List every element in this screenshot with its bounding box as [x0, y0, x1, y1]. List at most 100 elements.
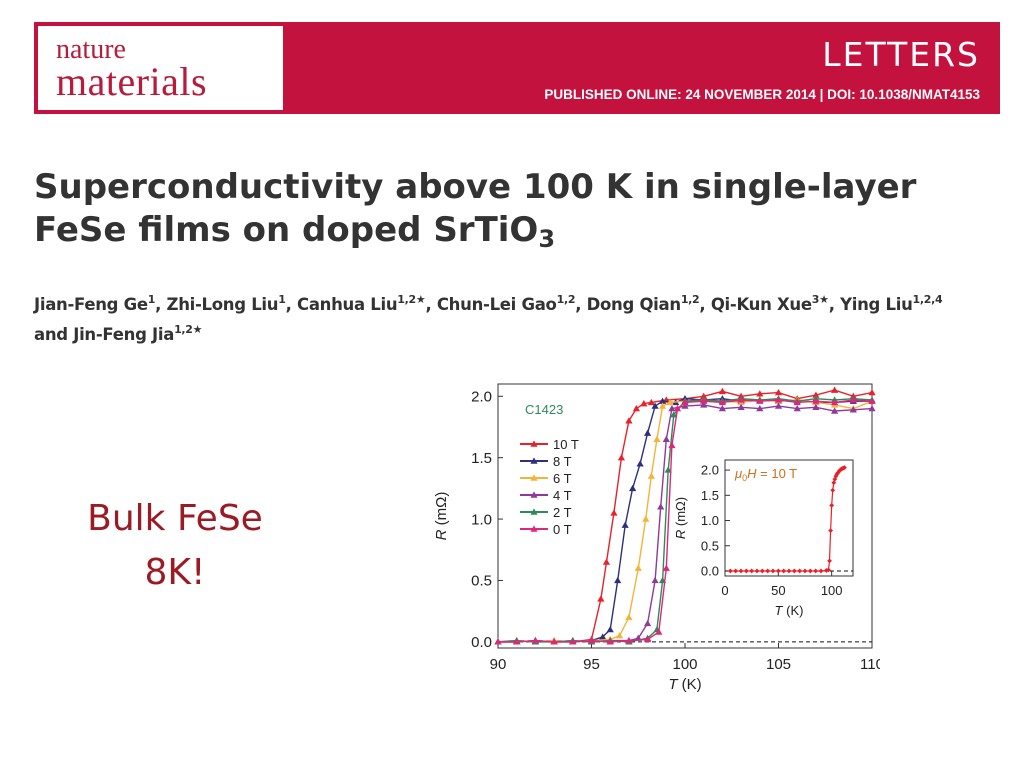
inset-data-point: [833, 473, 839, 479]
author-name: Dong Qian: [586, 295, 682, 314]
author-affiliation: 1: [278, 293, 286, 306]
main-data-point: [668, 441, 676, 449]
main-data-point: [849, 406, 857, 413]
main-data-point: [617, 454, 626, 461]
main-data-point: [614, 576, 622, 584]
inset-data-point: [727, 568, 733, 574]
legend-label: 6 T: [553, 471, 572, 486]
main-data-point: [531, 637, 539, 644]
inset-data-point: [738, 568, 744, 574]
inset-data-point: [807, 568, 813, 574]
main-data-point: [629, 484, 637, 492]
author-affiliation: 1: [147, 293, 156, 306]
main-y-axis-unit: (mΩ): [433, 492, 450, 530]
inset-x-axis-label: T (K): [775, 603, 804, 618]
inset-y-axis-label: R (mΩ): [673, 497, 688, 539]
main-series-line: [497, 397, 873, 643]
inset-data-point: [770, 568, 776, 574]
title-line-2-main: FeSe films on doped SrTiO: [34, 210, 539, 250]
main-data-point: [634, 564, 642, 571]
inset-data-point: [831, 480, 837, 486]
inset-data-point: [828, 528, 833, 534]
author-affiliation: 3★: [811, 293, 829, 306]
legend-label: 0 T: [553, 522, 572, 537]
inset-data-point: [818, 568, 824, 574]
bulk-fese-note: Bulk FeSe 8K!: [80, 492, 270, 600]
legend-marker: [530, 457, 538, 464]
logo-bottom-text: materials: [56, 59, 208, 104]
author-name: Canhua Liu: [297, 295, 398, 314]
main-data-point: [737, 396, 745, 403]
author-affiliation: 1,2★: [397, 293, 426, 306]
main-data-point: [658, 397, 667, 404]
main-y-axis-label: R (mΩ): [433, 492, 450, 541]
main-data-point: [651, 402, 659, 409]
main-data-point: [606, 638, 614, 645]
inset-data-point: [802, 568, 808, 574]
main-data-point: [700, 392, 708, 399]
main-y-tick-label: 1.0: [471, 511, 492, 528]
main-y-tick-label: 2.0: [471, 389, 492, 406]
inset-data-point: [759, 568, 765, 574]
main-data-point: [681, 398, 689, 406]
main-data-point: [647, 472, 655, 479]
author-affiliation: 1,2: [556, 293, 576, 306]
journal-logo: nature materials: [38, 26, 283, 110]
inset-x-tick-label: 100: [821, 583, 843, 598]
inset-data-point: [827, 558, 832, 564]
main-x-tick-label: 105: [766, 656, 791, 673]
main-x-tick-label: 90: [490, 656, 507, 673]
author-affiliation: 1,2: [680, 293, 700, 306]
main-data-point: [774, 396, 783, 403]
author-separator: ,: [155, 295, 167, 314]
main-data-point: [868, 397, 876, 404]
inset-y-tick-label: 0.0: [701, 564, 719, 579]
main-data-point: [831, 398, 839, 406]
logo-top-text: nature: [56, 34, 126, 65]
legend-marker: [530, 491, 538, 498]
legend-label: 10 T: [553, 437, 579, 452]
main-data-point: [644, 429, 652, 436]
inset-data-point: [754, 568, 760, 574]
main-data-point: [670, 411, 678, 418]
inset-data-point: [826, 567, 831, 573]
main-data-point: [625, 417, 633, 424]
journal-banner: nature materials LETTERS PUBLISHED ONLIN…: [34, 22, 1000, 114]
main-data-point: [662, 564, 670, 571]
author-name: Ying Liu: [840, 295, 913, 314]
main-data-point: [655, 628, 663, 635]
main-data-point: [615, 632, 624, 639]
author-separator: ,: [699, 295, 711, 314]
main-y-tick-label: 1.5: [471, 450, 492, 467]
main-data-point: [636, 460, 644, 467]
main-data-point: [642, 515, 650, 522]
inset-y-axis-unit: (mΩ): [673, 497, 688, 530]
title-subscript: 3: [538, 225, 556, 253]
note-line-1: Bulk FeSe: [87, 498, 263, 539]
main-data-point: [812, 391, 820, 398]
title-line-1: Superconductivity above 100 K in single-…: [34, 167, 917, 207]
main-data-point: [812, 403, 820, 411]
main-x-tick-label: 110: [860, 656, 880, 673]
main-data-point: [632, 404, 640, 412]
publication-info: PUBLISHED ONLINE: 24 NOVEMBER 2014 | DOI…: [544, 87, 980, 102]
legend-label: 4 T: [553, 488, 572, 503]
main-data-point: [718, 387, 726, 395]
author-line-1: Jian-Feng Ge1, Zhi-Long Liu1, Canhua Liu…: [34, 290, 1009, 320]
inset-x-tick-label: 0: [721, 583, 728, 598]
inset-data-point: [775, 568, 781, 574]
main-data-point: [756, 390, 764, 397]
legend-marker: [530, 508, 538, 515]
inset-data-point: [781, 568, 787, 574]
main-data-point: [812, 397, 820, 404]
main-data-point: [658, 402, 667, 409]
author-name: Jian-Feng Ge: [34, 295, 148, 314]
main-data-point: [610, 509, 618, 516]
inset-data-point: [829, 502, 835, 508]
main-data-point: [653, 435, 661, 442]
legend-label: 8 T: [553, 454, 572, 469]
main-data-point: [774, 402, 783, 409]
inset-data-point: [842, 465, 847, 470]
main-data-point: [494, 638, 502, 645]
author-affiliation: 1,2★: [174, 323, 203, 336]
